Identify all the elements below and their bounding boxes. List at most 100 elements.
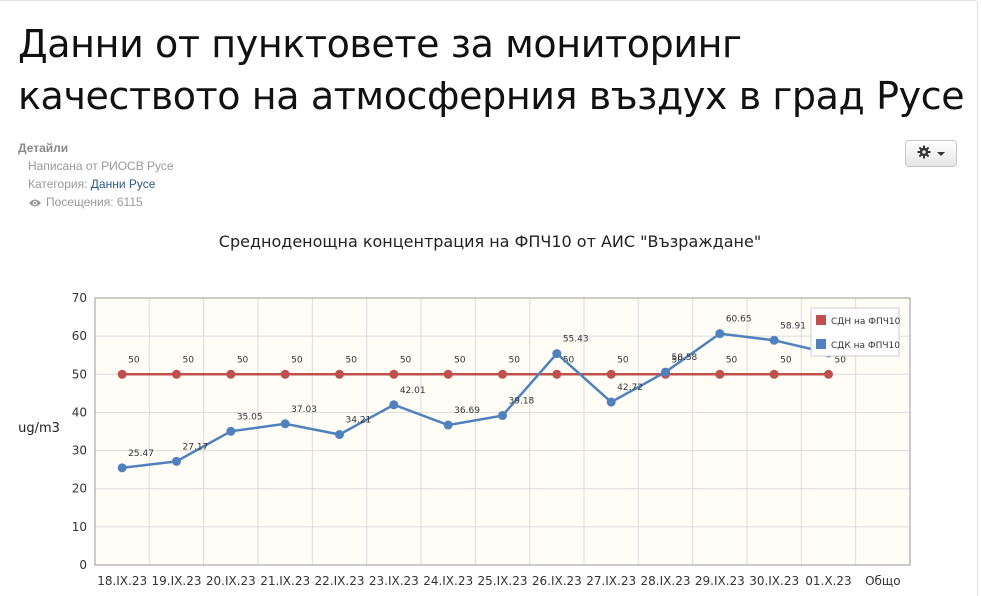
data-label: 42.72 (617, 383, 643, 393)
data-point (226, 369, 236, 379)
plot-border (94, 297, 911, 566)
y-tick-label: 70 (72, 291, 87, 305)
eye-icon (28, 195, 42, 213)
x-tick-label: Общо (865, 574, 901, 588)
data-label: 34.21 (346, 416, 372, 426)
data-point (117, 463, 127, 473)
caret-down-icon (937, 151, 945, 156)
data-label: 35.05 (237, 412, 263, 422)
data-label: 60.65 (726, 315, 752, 325)
data-point (715, 329, 725, 339)
data-point (552, 349, 562, 359)
gear-icon (917, 144, 931, 163)
legend-swatch (816, 315, 826, 325)
y-tick-label: 40 (72, 405, 87, 419)
data-label: 50 (291, 355, 303, 365)
hits-count: Посещения: 6115 (46, 195, 143, 209)
x-tick-label: 01.X.23 (805, 574, 851, 588)
data-point (443, 420, 453, 430)
data-point (389, 369, 399, 379)
legend-entry: СДК на ФПЧ10 (831, 341, 900, 351)
y-tick-label: 10 (72, 520, 87, 534)
y-tick-label: 30 (72, 444, 87, 458)
x-tick-label: 26.IX.23 (532, 574, 582, 588)
x-tick-label: 20.IX.23 (206, 574, 256, 588)
data-label: 50 (128, 355, 140, 365)
data-label: 50 (835, 355, 847, 365)
data-point (715, 369, 725, 379)
x-tick-label: 27.IX.23 (586, 574, 636, 588)
author-line: Написана от РИОСВ Русе (28, 159, 174, 173)
chart-series: 50 50 50 50 50 50 50 50 50 50 50 50 50 50 25.47 27.17 35… (117, 315, 861, 473)
data-point (769, 335, 779, 345)
data-label: 50 (346, 355, 358, 365)
x-tick-label: 24.IX.23 (423, 574, 473, 588)
y-axis-label: ug/m3 (18, 421, 60, 436)
data-label: 50 (509, 355, 521, 365)
y-tick-label: 50 (72, 367, 87, 381)
article-details: Детайли Написана от РИОСВ Русе Категория… (18, 139, 174, 213)
data-point (661, 367, 670, 377)
data-label: 37.03 (291, 405, 317, 415)
data-label: 50 (563, 355, 575, 365)
plot-area (95, 298, 910, 565)
x-tick-label: 30.IX.23 (749, 574, 799, 588)
legend-entry: СДН на ФПЧ10 (831, 317, 901, 327)
data-point (824, 369, 833, 379)
y-tick-labels: 0 10 20 30 40 50 60 70 (72, 291, 87, 572)
data-point (172, 369, 181, 379)
hits-line: Посещения: 6115 (18, 193, 174, 213)
data-point (606, 369, 616, 379)
data-label: 55.43 (563, 335, 589, 345)
category-prefix: Категория: (28, 177, 91, 191)
data-point (280, 419, 290, 429)
x-tick-label: 25.IX.23 (478, 574, 528, 588)
x-tick-label: 23.IX.23 (369, 574, 419, 588)
x-tick-label: 18.IX.23 (97, 574, 147, 588)
x-tick-label: 19.IX.23 (152, 574, 202, 588)
data-point (389, 400, 399, 410)
data-label: 39.18 (509, 397, 535, 407)
data-point (769, 369, 779, 379)
data-label: 50 (183, 355, 195, 365)
x-tick-label: 29.IX.23 (695, 574, 745, 588)
y-tick-label: 20 (72, 482, 87, 496)
chart-legend: СДН на ФПЧ10 СДК на ФПЧ10 (810, 307, 901, 357)
data-label: 50 (617, 355, 629, 365)
data-label: 50 (780, 355, 792, 365)
data-point (117, 369, 127, 379)
chart-title: Средноденощна концентрация на ФПЧ10 от А… (219, 232, 761, 251)
data-point (498, 411, 507, 421)
x-tick-label: 28.IX.23 (641, 574, 691, 588)
data-label: 50 (400, 355, 412, 365)
x-tick-labels: 18.IX.23 19.IX.23 20.IX.23 21.IX.23 22.IX.23… (97, 574, 900, 588)
x-tick-label: 22.IX.23 (315, 574, 365, 588)
data-label: 58.91 (780, 321, 806, 331)
details-label: Детайли (18, 141, 69, 155)
x-tick-label: 21.IX.23 (260, 574, 310, 588)
data-point (226, 426, 236, 436)
data-point (280, 369, 290, 379)
data-label: 50.58 (672, 353, 698, 363)
data-point (552, 369, 562, 379)
category-line: Категория: Данни Русе (18, 175, 174, 193)
data-label: 50 (454, 355, 466, 365)
y-tick-label: 60 (72, 329, 87, 343)
data-label: 36.69 (454, 406, 480, 416)
y-tick-label: 0 (79, 558, 87, 572)
data-point (172, 456, 181, 466)
data-label: 50 (726, 355, 738, 365)
data-label: 27.17 (183, 442, 209, 452)
series-line (122, 332, 829, 470)
data-label: 42.01 (400, 386, 426, 396)
data-point (335, 430, 344, 440)
page-title: Данни от пунктовете за мониторинг качест… (18, 22, 965, 118)
article-tools-button[interactable] (905, 140, 957, 167)
category-link[interactable]: Данни Русе (90, 177, 156, 191)
data-label: 25.47 (128, 449, 154, 459)
data-label: 50 (672, 355, 684, 365)
data-point (606, 397, 616, 407)
legend-swatch (816, 339, 826, 349)
